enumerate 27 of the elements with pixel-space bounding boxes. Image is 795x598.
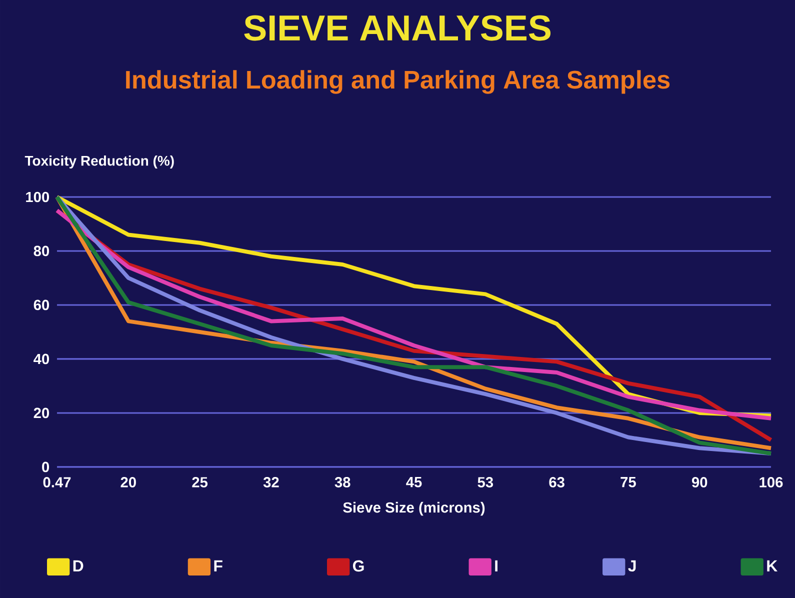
x-tick-label: 32	[263, 477, 279, 488]
x-tick-label: 25	[192, 477, 208, 488]
y-axis-title: Toxicity Reduction (%)	[24, 155, 174, 169]
x-tick-label: 106	[760, 477, 783, 488]
x-tick-label: 0.47	[43, 477, 71, 488]
legend-label: G	[352, 560, 364, 572]
x-tick-label: 63	[549, 477, 564, 488]
y-tick-label: 0	[42, 462, 50, 472]
x-tick-label: 45	[406, 477, 422, 488]
chart-subtitle: Industrial Loading and Parking Area Samples	[126, 70, 670, 94]
x-tick-label: 75	[620, 477, 636, 488]
x-tick-label: 20	[120, 477, 136, 488]
legend-label: J	[628, 560, 636, 572]
y-tick-label: 100	[26, 192, 50, 202]
y-tick-label: 40	[34, 354, 50, 364]
x-axis-title: Sieve Size (microns)	[343, 502, 485, 516]
chart-title: SIEVE ANALYSES	[244, 15, 551, 41]
legend-label: F	[214, 560, 222, 572]
y-tick-label: 20	[34, 408, 50, 418]
x-tick-label: 53	[478, 477, 494, 488]
y-tick-label: 60	[34, 300, 50, 310]
legend-label: K	[767, 560, 778, 572]
legend-label: I	[495, 560, 498, 572]
legend-label: D	[73, 560, 84, 572]
x-tick-label: 90	[692, 477, 708, 488]
y-tick-label: 80	[34, 246, 50, 256]
x-tick-label: 38	[334, 477, 350, 488]
